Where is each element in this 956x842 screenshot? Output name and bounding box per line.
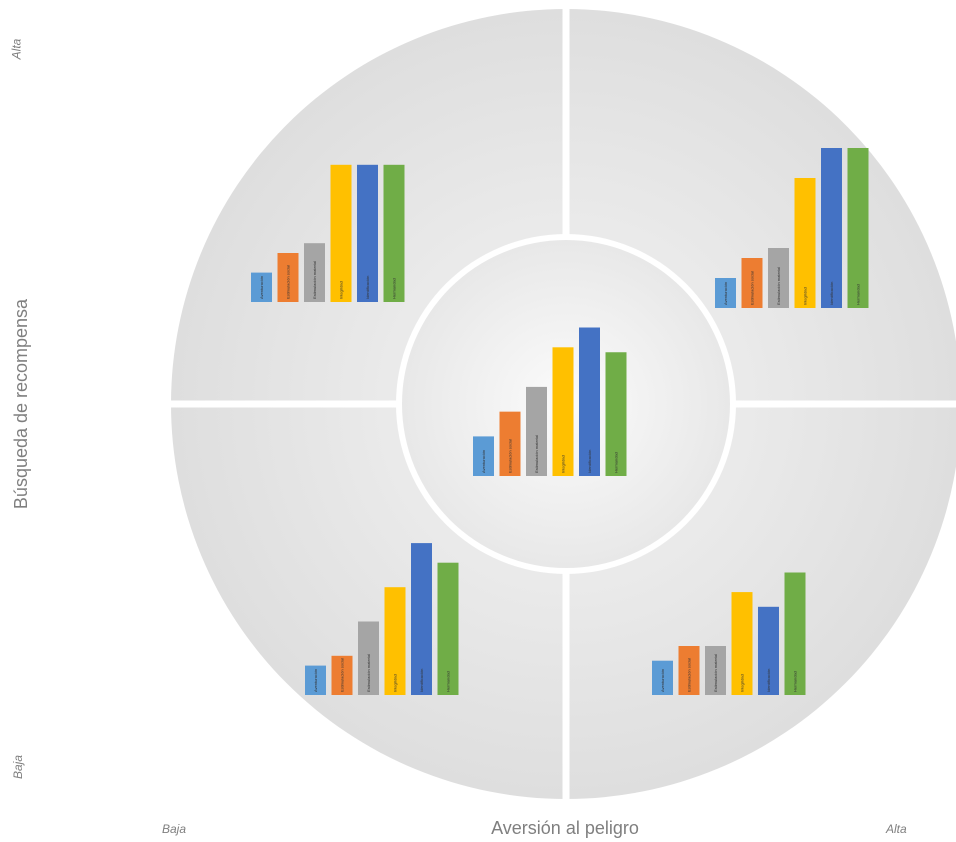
bar-top-left-1	[277, 253, 299, 302]
bar-label-top-left-2: Estimulación material	[312, 261, 317, 299]
bar-label-bottom-left-5: Hermandad	[446, 671, 451, 692]
bar-top-left-0	[251, 272, 272, 302]
bar-center-0	[473, 436, 494, 476]
mini-chart-bottom-right: Aventuración Estimulación social Estimulac…	[652, 572, 806, 695]
bar-label-top-right-1: Estimulación social	[750, 271, 755, 305]
bar-bottom-left-4	[411, 543, 432, 695]
bar-top-right-4	[821, 148, 842, 308]
x-axis-title: Aversión al peligro	[491, 818, 639, 838]
mini-chart-top-right: Aventuración Estimulación social Estimulac…	[715, 148, 869, 308]
bar-label-top-left-1: Estimulación social	[286, 265, 291, 299]
bar-label-bottom-left-4: Identificación	[419, 669, 424, 692]
bar-bottom-left-0	[305, 665, 326, 695]
bar-label-top-left-3: Integridad	[339, 281, 344, 299]
bar-center-3	[552, 347, 574, 476]
bar-top-left-2	[304, 243, 325, 302]
bar-top-right-1	[741, 258, 763, 308]
bar-bottom-left-2	[358, 621, 379, 695]
bar-label-top-right-5: Hermandad	[856, 284, 861, 305]
bar-top-right-2	[768, 248, 789, 308]
x-axis-high-label: Alta	[886, 822, 907, 836]
bar-label-center-4: Identificación	[587, 450, 592, 473]
bar-top-left-3	[330, 164, 352, 302]
bar-label-top-left-0: Aventuración	[259, 276, 264, 299]
bar-bottom-left-3	[384, 587, 406, 695]
mini-chart-top-left: Aventuración Estimulación social Estimulac…	[251, 164, 405, 302]
bar-bottom-left-1	[331, 655, 353, 695]
bar-bottom-right-2	[705, 646, 726, 695]
y-axis-title: Búsqueda de recompensa	[11, 298, 31, 510]
bar-label-top-right-0: Aventuración	[723, 282, 728, 305]
bar-top-left-4	[357, 164, 378, 302]
bar-label-bottom-left-3: Integridad	[393, 674, 398, 692]
bar-label-top-left-5: Hermandad	[392, 278, 397, 299]
bar-label-center-2: Estimulación material	[534, 435, 539, 473]
bar-label-top-right-3: Integridad	[803, 287, 808, 305]
bar-top-left-5	[383, 164, 405, 302]
bar-label-bottom-left-1: Estimulación social	[340, 658, 345, 692]
bar-label-bottom-left-0: Aventuración	[313, 669, 318, 692]
bar-label-bottom-right-0: Aventuración	[660, 669, 665, 692]
x-axis-low-label: Baja	[162, 822, 187, 836]
bar-top-right-3	[794, 178, 816, 308]
mini-charts: Aventuración Estimulación social Estimulac…	[251, 148, 869, 695]
bar-center-2	[526, 386, 547, 476]
bar-bottom-right-0	[652, 660, 673, 695]
bar-label-center-1: Estimulación social	[508, 439, 513, 473]
bar-label-bottom-right-4: Identificación	[766, 669, 771, 692]
bar-label-center-3: Integridad	[561, 455, 566, 473]
bar-bottom-left-5	[437, 562, 459, 695]
bar-top-right-5	[847, 148, 869, 308]
bar-label-center-0: Aventuración	[481, 450, 486, 473]
bar-center-4	[579, 327, 600, 476]
bar-label-bottom-right-5: Hermandad	[793, 671, 798, 692]
bar-bottom-right-4	[758, 606, 779, 695]
bar-label-bottom-right-2: Estimulación material	[713, 654, 718, 692]
bar-label-bottom-right-1: Estimulación social	[687, 658, 692, 692]
y-axis-low-label: Baja	[11, 754, 26, 780]
bar-bottom-right-1	[678, 646, 700, 695]
bar-label-top-right-2: Estimulación material	[776, 267, 781, 305]
mini-chart-bottom-left: Aventuración Estimulación social Estimulac…	[305, 543, 459, 695]
bar-label-top-right-4: Identificación	[829, 282, 834, 305]
bar-label-bottom-right-3: Integridad	[740, 674, 745, 692]
bar-bottom-right-3	[731, 592, 753, 695]
mini-chart-center: Aventuración Estimulación social Estimulac…	[473, 327, 627, 476]
bar-center-5	[605, 352, 627, 476]
bar-top-right-0	[715, 278, 736, 308]
bar-label-top-left-4: Identificación	[365, 276, 370, 299]
bar-bottom-right-5	[784, 572, 806, 695]
bar-center-1	[499, 411, 521, 476]
bar-label-center-5: Hermandad	[614, 452, 619, 473]
y-axis-high-label: Alta	[9, 38, 24, 60]
bar-label-bottom-left-2: Estimulación material	[366, 654, 371, 692]
